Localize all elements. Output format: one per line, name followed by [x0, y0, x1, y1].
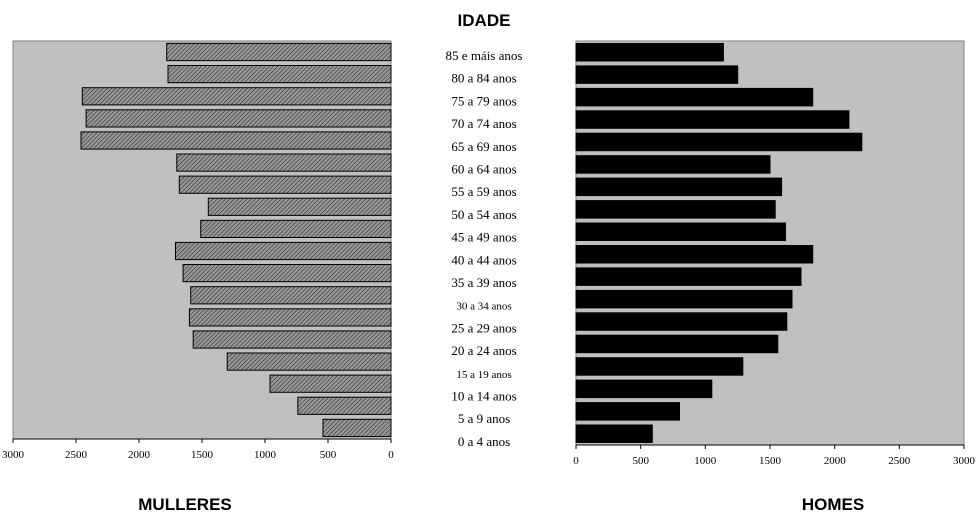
men-bar [575, 65, 739, 84]
women-bar [175, 241, 392, 261]
women-bar [166, 42, 392, 62]
x-tick-label: 500 [320, 449, 337, 461]
men-bar [575, 110, 850, 129]
women-bar [81, 87, 392, 106]
women-bar [269, 374, 392, 393]
x-tick-label: 2500 [65, 449, 88, 461]
age-group-label: 0 a 4 anos [458, 434, 510, 449]
women-bar [182, 264, 392, 283]
x-tick-label: 3000 [2, 449, 25, 461]
women-bar [190, 286, 392, 305]
men-bar [575, 87, 814, 107]
women-bar [192, 330, 392, 349]
x-tick-label: 2000 [128, 449, 151, 461]
men-bar [575, 222, 786, 241]
x-tick-label: 0 [388, 449, 394, 461]
women-bar [178, 175, 392, 194]
men-bar [575, 245, 814, 264]
age-group-label: 65 a 69 anos [451, 139, 516, 154]
men-bar [575, 155, 771, 174]
women-bar [176, 153, 392, 172]
x-tick-label: 2000 [824, 455, 847, 467]
men-bar [575, 312, 788, 331]
age-group-label: 55 a 59 anos [451, 184, 516, 199]
men-axis-title: HOMES [802, 495, 864, 514]
women-bar [200, 219, 392, 239]
men-bar [575, 334, 779, 354]
x-tick-label: 2500 [888, 455, 911, 467]
men-bar [575, 289, 793, 309]
women-plot-area [12, 40, 392, 440]
men-bar [575, 200, 776, 219]
men-bar [575, 132, 863, 152]
women-bar [226, 352, 392, 371]
men-bar [575, 267, 802, 286]
age-group-label: 40 a 44 anos [451, 252, 516, 267]
men-bar [575, 402, 680, 421]
age-group-label: 15 a 19 anos [456, 369, 511, 381]
age-group-label: 5 a 9 anos [458, 411, 510, 426]
men-bar [575, 424, 653, 443]
women-bar [85, 109, 392, 128]
x-tick-label: 3000 [953, 455, 976, 467]
x-tick-label: 1500 [191, 449, 214, 461]
women-bars [80, 42, 392, 437]
x-tick-label: 0 [573, 455, 579, 467]
age-group-label: 60 a 64 anos [451, 162, 516, 177]
age-group-label: 30 a 34 anos [456, 301, 511, 313]
age-group-label: 20 a 24 anos [451, 343, 516, 358]
age-group-label: 45 a 49 anos [451, 230, 516, 245]
age-group-label: 35 a 39 anos [451, 275, 516, 290]
men-bar [575, 177, 783, 197]
men-bars [575, 43, 863, 443]
men-bar [575, 379, 713, 399]
x-tick-label: 500 [632, 455, 649, 467]
x-tick-label: 1500 [759, 455, 782, 467]
age-group-labels: 85 e máis anos 80 a 84 anos 75 a 79 anos 70… [446, 48, 523, 449]
x-tick-label: 1000 [694, 455, 717, 467]
men-panel: 0 500 1000 1500 2000 2500 3000 HOMES [573, 40, 976, 514]
age-group-label: 75 a 79 anos [451, 93, 516, 108]
men-plot-area [575, 40, 965, 446]
women-bar [297, 396, 392, 415]
age-group-label: 25 a 29 anos [451, 320, 516, 335]
women-x-ticks: 3000 2500 2000 1500 1000 500 0 [2, 439, 394, 461]
age-group-label: 70 a 74 anos [451, 116, 516, 131]
women-bar [322, 418, 392, 437]
age-group-label: 50 a 54 anos [451, 207, 516, 222]
age-group-label: 85 e máis anos [446, 48, 523, 63]
x-tick-label: 1000 [254, 449, 277, 461]
men-x-ticks: 0 500 1000 1500 2000 2500 3000 [573, 445, 976, 467]
men-bar [575, 357, 744, 376]
chart-title: IDADE [458, 11, 511, 30]
women-axis-title: MULLERES [138, 495, 232, 514]
women-bar [207, 197, 392, 216]
age-group-label: 80 a 84 anos [451, 71, 516, 86]
women-bar [167, 65, 392, 84]
women-panel: 3000 2500 2000 1500 1000 500 0 MULLERES [2, 40, 394, 514]
women-bar [80, 131, 392, 150]
men-bar [575, 43, 724, 62]
age-group-label: 10 a 14 anos [451, 389, 516, 404]
women-bar [188, 308, 392, 327]
